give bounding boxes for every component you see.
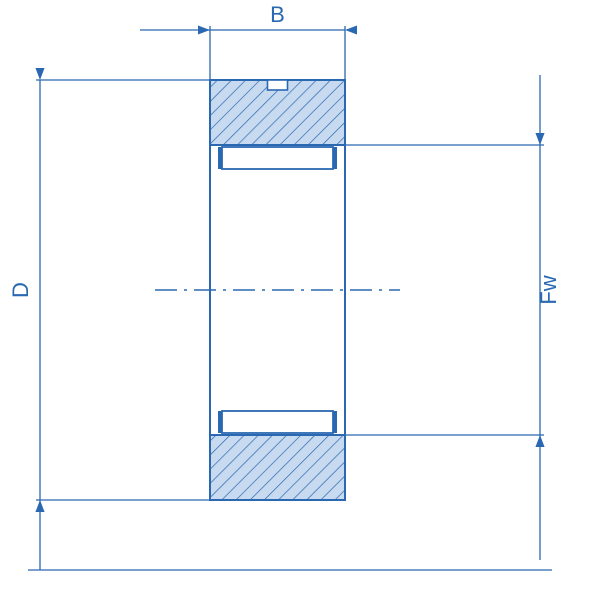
dimension-fw [345,75,545,560]
dimension-d [35,68,210,570]
dimension-b [140,25,357,80]
label-fw: Fw [536,275,561,304]
label-d: D [8,282,33,298]
label-b: B [270,2,285,27]
